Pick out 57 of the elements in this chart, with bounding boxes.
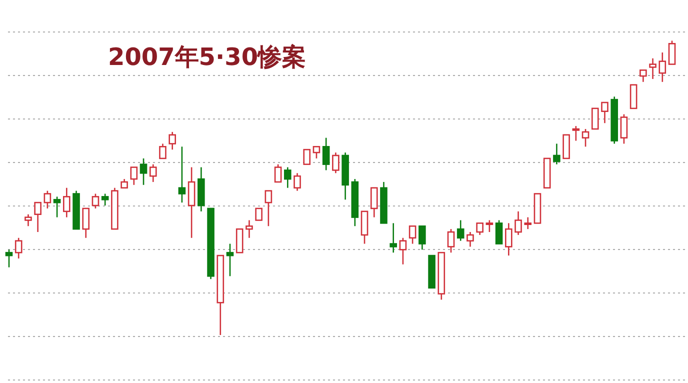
candlestick: [456, 220, 464, 242]
candlestick: [246, 220, 253, 239]
candlestick: [562, 134, 570, 160]
candlestick: [668, 40, 676, 65]
candlestick: [601, 102, 608, 124]
candlestick: [466, 231, 474, 248]
candlestick: [82, 208, 90, 239]
candlestick: [236, 228, 244, 254]
candlestick: [178, 146, 186, 204]
candlestick: [34, 202, 42, 233]
candlestick: [418, 225, 426, 250]
candlestick: [640, 69, 647, 83]
candlestick: [14, 237, 22, 260]
candlestick: [5, 249, 13, 268]
candlestick: [226, 243, 234, 277]
candlestick: [44, 190, 52, 210]
candlestick: [476, 222, 484, 236]
candlestick: [274, 164, 282, 183]
candlestick: [294, 172, 301, 192]
candlestick: [63, 187, 70, 218]
candlestick: [303, 148, 311, 165]
candlestick: [514, 210, 522, 236]
candlestick: [591, 108, 599, 130]
candlestick: [332, 152, 340, 174]
candlestick: [505, 222, 512, 256]
candlestick: [149, 164, 157, 183]
candlestick: [408, 225, 416, 244]
candlestick: [553, 143, 560, 165]
candlestick: [188, 166, 196, 239]
candlestick: [495, 220, 503, 244]
candlestick: [390, 222, 397, 254]
candlestick: [312, 146, 320, 160]
candlestick: [24, 214, 32, 227]
candlestick: [322, 137, 330, 171]
candlestick: [140, 158, 148, 186]
candlestick: [572, 125, 580, 142]
candlestick: [630, 84, 638, 110]
candlestick: [130, 166, 138, 186]
candlestick: [264, 190, 272, 227]
candlestick: [524, 216, 532, 230]
candlestick: [284, 166, 292, 188]
candlestick: [92, 193, 100, 210]
candlestick: [53, 196, 61, 218]
candlestick: [168, 131, 176, 150]
candlestick: [447, 228, 455, 254]
chart-title: 2007年5·30惨案: [108, 43, 306, 71]
candlestick: [399, 237, 407, 266]
candlestick: [255, 208, 262, 221]
candlestick: [370, 187, 378, 218]
candlestick: [582, 128, 590, 148]
candlestick: [486, 220, 494, 233]
candlestick: [649, 58, 656, 80]
candlestick: [360, 210, 368, 244]
candlestick: [159, 143, 166, 160]
candlestick: [620, 114, 628, 144]
candlestick: [658, 52, 666, 83]
candlestick: [101, 193, 109, 206]
